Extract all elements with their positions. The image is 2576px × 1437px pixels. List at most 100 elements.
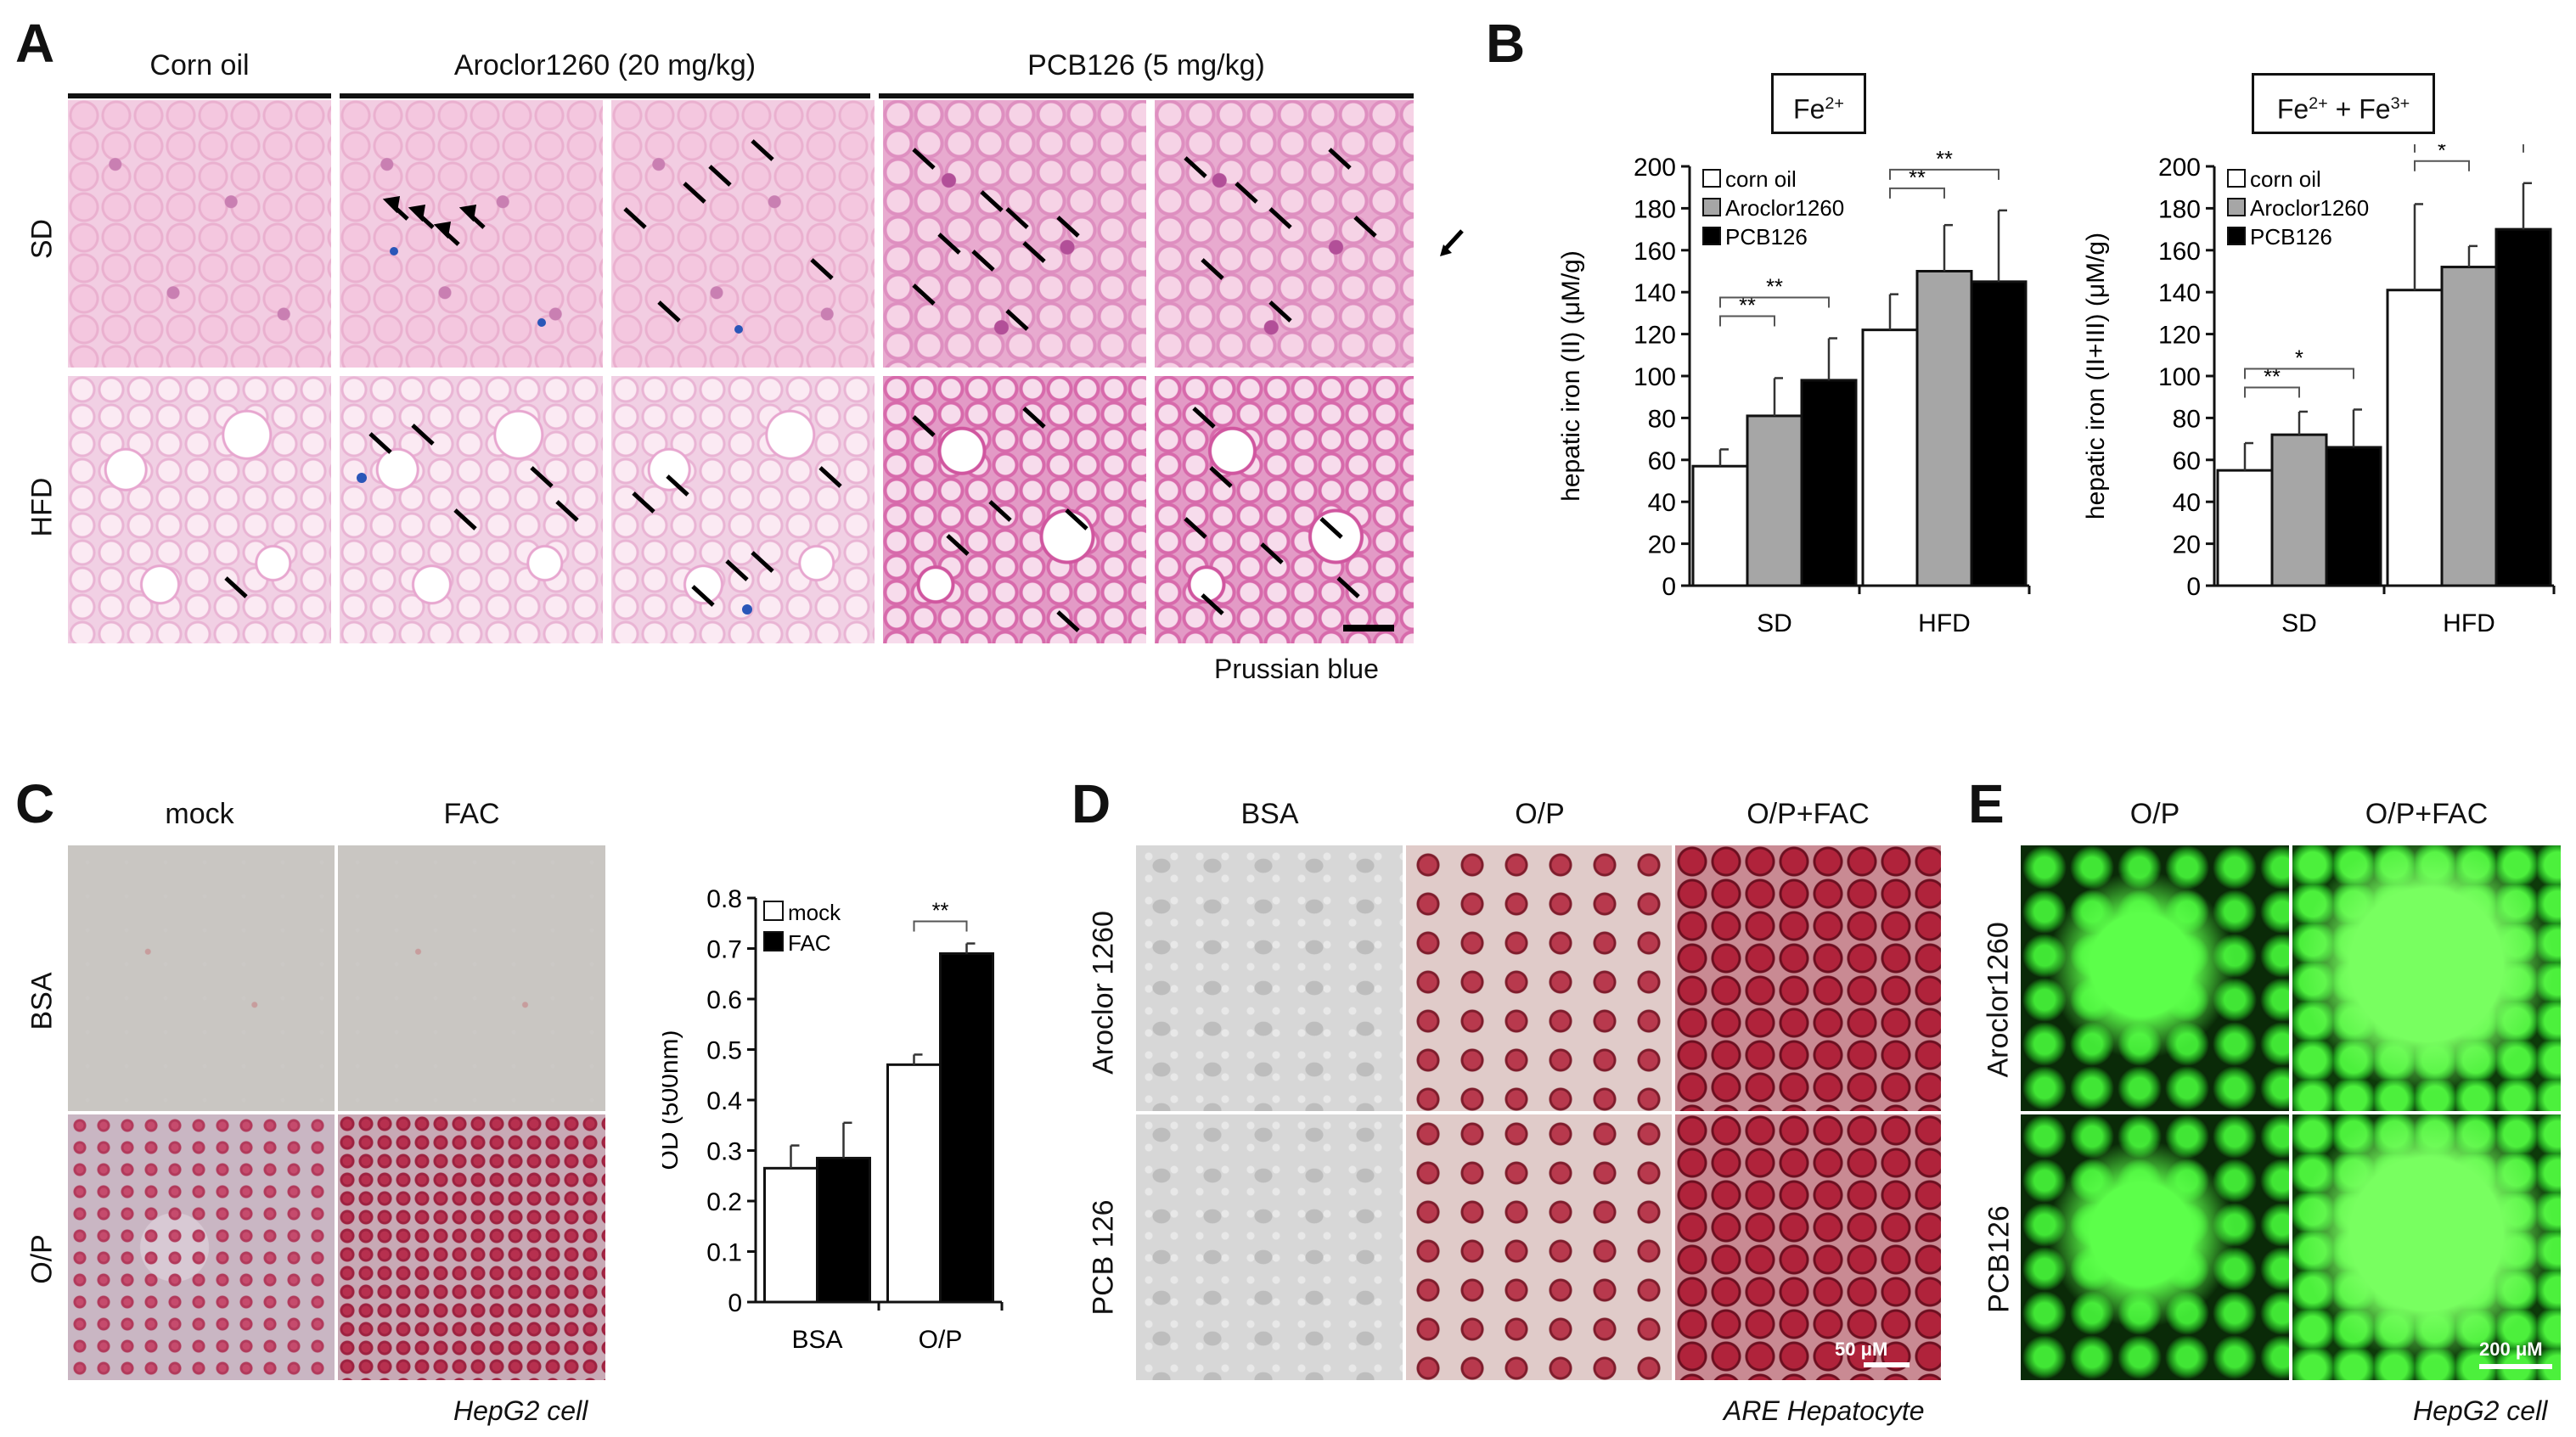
x-tick-label: BSA <box>791 1326 842 1354</box>
y-tick-label: 120 <box>1634 322 1676 350</box>
caption-d: ARE Hepatocyte <box>1724 1395 1925 1426</box>
scale-bar-label: 200 μM <box>2479 1339 2543 1360</box>
micrograph-bsa-mock <box>68 845 335 1111</box>
chart-title-box-fe2: Fe2+ <box>1771 73 1866 134</box>
significance-bracket <box>2244 368 2354 379</box>
scale-bar <box>2479 1364 2552 1369</box>
y-tick-label: 20 <box>2173 531 2201 559</box>
chart-fe23: 0 20 40 60 80 100 120 140 160 180 200 hepatic iron … <box>2082 144 2556 637</box>
histology-tile-sd-pcb126-2 <box>1155 100 1414 368</box>
significance-bracket <box>1719 296 1830 308</box>
micrograph-grid-d: 50 μM <box>1136 845 1941 1380</box>
bar <box>2440 266 2498 587</box>
y-tick-label: 100 <box>2158 363 2201 391</box>
x-tick-label: SD <box>2281 609 2317 637</box>
arrow-annotations <box>912 148 1080 331</box>
bar <box>2270 433 2328 587</box>
scale-bar <box>1343 625 1394 631</box>
bar <box>939 951 994 1304</box>
y-tick-label: 0 <box>728 1289 742 1317</box>
histology-grid-a <box>68 100 1414 643</box>
y-tick-label: 180 <box>1634 195 1676 223</box>
micrograph-aroclor-op-fac <box>1675 845 1941 1111</box>
stain-caption: Prussian blue <box>1214 654 1379 684</box>
y-tick-label: 0.1 <box>706 1239 742 1267</box>
panel-label-a: A <box>15 13 55 74</box>
legend-swatch <box>2227 198 2246 216</box>
row-label-aroclor-1260: Aroclor 1260 <box>1087 911 1120 1075</box>
significance-label: * <box>2438 144 2446 163</box>
arrow-annotations <box>632 466 842 615</box>
y-tick-label: 180 <box>2158 195 2201 223</box>
histology-tile-sd-corn-oil <box>68 100 331 368</box>
y-tick-label: 20 <box>1648 531 1676 559</box>
col-header-op: O/P <box>2129 798 2180 830</box>
bar <box>1746 414 1803 587</box>
micrograph-aroclor-bsa <box>1136 845 1403 1111</box>
row-label-pcb126: PCB126 <box>1983 1205 2016 1313</box>
significance-bracket <box>1719 315 1775 327</box>
y-tick-label: 140 <box>1634 279 1676 307</box>
row-label-op: O/P <box>25 1234 59 1284</box>
x-tick-label: SD <box>1757 609 1792 637</box>
histology-tile-hfd-corn-oil <box>68 376 331 643</box>
bar <box>2216 469 2274 587</box>
y-axis-label: hepatic iron (II+III) (μM/g) <box>2082 233 2110 519</box>
y-tick-label: 160 <box>2158 238 2201 266</box>
y-tick-label: 0.4 <box>706 1087 742 1115</box>
bar <box>886 1063 942 1304</box>
micrograph-pcb-op <box>1406 1114 1672 1380</box>
legend-swatch <box>1702 169 1721 188</box>
micrograph-op-mock <box>68 1114 335 1380</box>
y-tick-label: 0.8 <box>706 885 742 913</box>
header-underline <box>879 93 1414 98</box>
legend-label: FAC <box>788 930 831 956</box>
y-axis-label: OD (500nm) <box>662 1030 683 1170</box>
y-tick-label: 200 <box>1634 154 1676 182</box>
col-header-fac: FAC <box>443 798 500 830</box>
caption-c: HepG2 cell <box>453 1395 588 1426</box>
significance-bracket <box>2414 144 2524 153</box>
header-underline <box>340 93 870 98</box>
y-tick-label: 140 <box>2158 279 2201 307</box>
row-label-hfd: HFD <box>25 477 59 537</box>
legend-label: Aroclor1260 <box>1725 195 1844 221</box>
legend-swatch <box>763 931 784 951</box>
y-tick-label: 60 <box>2173 447 2201 475</box>
col-header-pcb126: PCB126 (5 mg/kg) <box>1027 49 1265 81</box>
legend-label: Aroclor1260 <box>2250 195 2369 221</box>
panel-label-e: E <box>1968 773 2005 834</box>
y-tick-label: 0.2 <box>706 1188 742 1216</box>
legend-swatch <box>2227 227 2246 245</box>
significance-label: ** <box>1936 148 1953 171</box>
col-header-bsa: BSA <box>1240 798 1299 830</box>
micrograph-pcb-bsa <box>1136 1114 1403 1380</box>
fluorescence-grid-e: 200 μM <box>2021 845 2561 1380</box>
row-label-bsa: BSA <box>25 972 59 1030</box>
panel-label-b: B <box>1486 13 1526 74</box>
legend-swatch <box>1702 227 1721 245</box>
micrograph-op-fac <box>338 1114 605 1380</box>
fluorescence-aroclor-op-fac <box>2292 845 2561 1111</box>
x-tick-label: HFD <box>1918 609 1971 637</box>
significance-label: ** <box>1909 166 1926 190</box>
chart-od: 0 0.1 0.2 0.3 0.4 0.5 0.6 0.7 0.8 OD (500nm) BSA O/… <box>662 885 1004 1354</box>
bar <box>2325 446 2382 587</box>
col-header-mock: mock <box>165 798 234 830</box>
y-tick-label: 100 <box>1634 363 1676 391</box>
col-header-op: O/P <box>1515 798 1565 830</box>
y-axis-label: hepatic iron (II) (μM/g) <box>1557 250 1585 502</box>
y-tick-label: 0 <box>1662 573 1676 601</box>
arrow-annotations <box>224 576 248 598</box>
bar <box>816 1156 871 1304</box>
legend-label: corn oil <box>1725 166 1797 192</box>
y-tick-label: 0 <box>2186 573 2201 601</box>
y-tick-label: 0.7 <box>706 936 742 964</box>
bar <box>1861 328 1919 587</box>
bar <box>1691 464 1749 587</box>
y-tick-label: 120 <box>2158 322 2201 350</box>
stray-arrow-icon <box>1440 229 1464 256</box>
histology-tile-hfd-pcb126-2 <box>1155 376 1414 643</box>
significance-label: * <box>2295 347 2303 371</box>
col-header-op-fac: O/P+FAC <box>1746 798 1870 830</box>
